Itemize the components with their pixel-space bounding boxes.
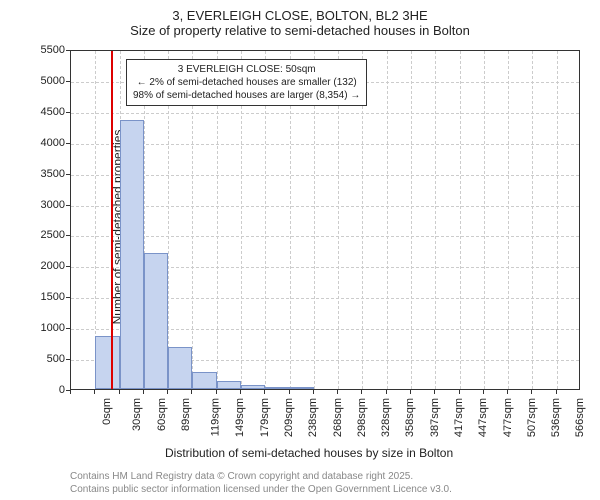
histogram-bar xyxy=(144,253,168,389)
x-tick xyxy=(216,390,217,394)
y-tick-label: 3000 xyxy=(25,199,65,211)
x-tick-label: 447sqm xyxy=(477,398,489,437)
grid-line-h xyxy=(71,175,579,176)
chart-title-area: 3, EVERLEIGH CLOSE, BOLTON, BL2 3HE Size… xyxy=(0,0,600,38)
x-tick xyxy=(240,390,241,394)
y-tick xyxy=(66,266,70,267)
marker-line xyxy=(111,51,113,389)
x-tick-label: 536sqm xyxy=(550,398,562,437)
x-tick xyxy=(191,390,192,394)
histogram-bar xyxy=(120,120,144,389)
y-tick-label: 4500 xyxy=(25,106,65,118)
x-tick-label: 149sqm xyxy=(235,398,247,437)
x-tick-label: 30sqm xyxy=(131,398,143,431)
grid-line-v xyxy=(557,51,558,389)
histogram-bar xyxy=(192,372,216,389)
x-tick-label: 238sqm xyxy=(307,398,319,437)
plot-area: 3 EVERLEIGH CLOSE: 50sqm← 2% of semi-det… xyxy=(70,50,580,390)
x-tick xyxy=(386,390,387,394)
y-tick xyxy=(66,359,70,360)
x-tick-label: 60sqm xyxy=(156,398,168,431)
title-line1: 3, EVERLEIGH CLOSE, BOLTON, BL2 3HE xyxy=(0,8,600,23)
grid-line-v xyxy=(387,51,388,389)
x-tick xyxy=(167,390,168,394)
y-tick-label: 3500 xyxy=(25,168,65,180)
x-tick xyxy=(94,390,95,394)
x-tick-label: 179sqm xyxy=(259,398,271,437)
x-axis-label: Distribution of semi-detached houses by … xyxy=(165,446,453,460)
y-tick-label: 0 xyxy=(25,384,65,396)
y-tick-label: 500 xyxy=(25,353,65,365)
x-tick xyxy=(483,390,484,394)
y-tick xyxy=(66,81,70,82)
x-tick xyxy=(507,390,508,394)
x-tick xyxy=(70,390,71,394)
x-tick-label: 417sqm xyxy=(453,398,465,437)
x-tick xyxy=(119,390,120,394)
x-tick-label: 566sqm xyxy=(575,398,587,437)
y-tick xyxy=(66,205,70,206)
x-tick xyxy=(337,390,338,394)
footer-line2: Contains public sector information licen… xyxy=(70,484,452,495)
title-line2: Size of property relative to semi-detach… xyxy=(0,23,600,38)
grid-line-v xyxy=(508,51,509,389)
y-tick-label: 5500 xyxy=(25,44,65,56)
y-tick xyxy=(66,174,70,175)
y-tick xyxy=(66,50,70,51)
x-tick xyxy=(313,390,314,394)
x-tick-label: 477sqm xyxy=(502,398,514,437)
x-tick xyxy=(289,390,290,394)
y-tick xyxy=(66,235,70,236)
y-tick-label: 1000 xyxy=(25,322,65,334)
x-tick xyxy=(459,390,460,394)
x-tick xyxy=(264,390,265,394)
x-tick-label: 89sqm xyxy=(180,398,192,431)
y-tick-label: 1500 xyxy=(25,291,65,303)
grid-line-h xyxy=(71,206,579,207)
x-tick-label: 387sqm xyxy=(429,398,441,437)
histogram-bar xyxy=(95,336,119,389)
x-tick xyxy=(361,390,362,394)
grid-line-v xyxy=(435,51,436,389)
histogram-bar xyxy=(168,347,192,389)
grid-line-v xyxy=(460,51,461,389)
y-tick xyxy=(66,328,70,329)
grid-line-h xyxy=(71,113,579,114)
x-tick-label: 507sqm xyxy=(526,398,538,437)
grid-line-v xyxy=(532,51,533,389)
x-tick-label: 209sqm xyxy=(283,398,295,437)
histogram-bar xyxy=(290,387,314,389)
grid-line-v xyxy=(411,51,412,389)
y-tick-label: 4000 xyxy=(25,137,65,149)
grid-line-h xyxy=(71,144,579,145)
x-tick xyxy=(143,390,144,394)
x-tick-label: 298sqm xyxy=(356,398,368,437)
x-tick-label: 268sqm xyxy=(332,398,344,437)
x-tick-label: 328sqm xyxy=(380,398,392,437)
x-tick xyxy=(410,390,411,394)
footer-line1: Contains HM Land Registry data © Crown c… xyxy=(70,471,413,482)
x-tick xyxy=(531,390,532,394)
x-tick-label: 119sqm xyxy=(209,398,221,436)
histogram-bar xyxy=(217,381,241,389)
histogram-bar xyxy=(241,385,265,389)
chart-container: Number of semi-detached properties 3 EVE… xyxy=(70,50,580,390)
x-tick-label: 358sqm xyxy=(405,398,417,437)
x-tick xyxy=(556,390,557,394)
y-tick-label: 5000 xyxy=(25,75,65,87)
grid-line-h xyxy=(71,236,579,237)
y-tick xyxy=(66,297,70,298)
histogram-bar xyxy=(265,387,289,389)
grid-line-v xyxy=(484,51,485,389)
x-tick-label: 0sqm xyxy=(101,398,113,425)
y-tick xyxy=(66,143,70,144)
annotation-box: 3 EVERLEIGH CLOSE: 50sqm← 2% of semi-det… xyxy=(126,59,367,106)
x-tick xyxy=(434,390,435,394)
y-tick-label: 2500 xyxy=(25,229,65,241)
y-tick xyxy=(66,112,70,113)
y-tick-label: 2000 xyxy=(25,260,65,272)
